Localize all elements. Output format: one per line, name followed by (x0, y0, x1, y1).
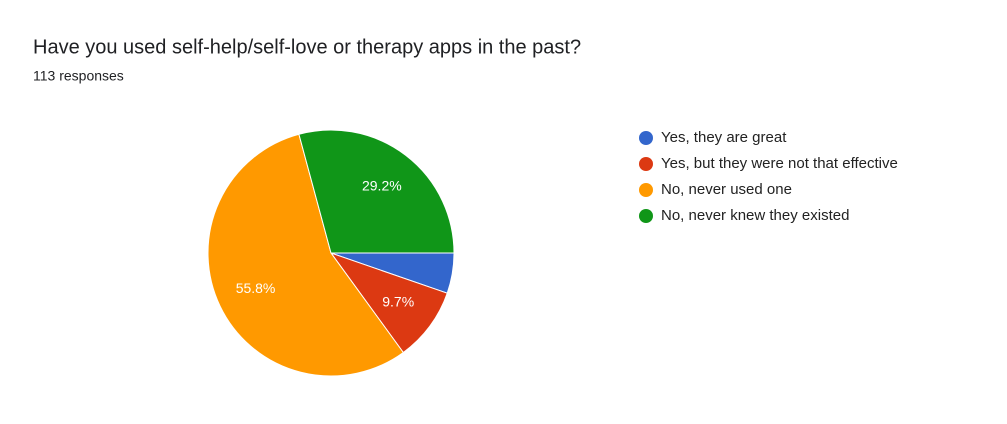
legend-label: Yes, they are great (661, 129, 787, 146)
legend-label: No, never used one (661, 181, 792, 198)
legend-marker (639, 131, 653, 145)
pie-slice (207, 133, 404, 377)
value-label: 9.7% (382, 294, 414, 310)
pie-slice (298, 129, 455, 254)
chart-subtitle: 113 responses (33, 68, 124, 84)
value-label: 55.8% (236, 280, 276, 296)
legend-label: No, never knew they existed (661, 207, 849, 224)
legend-marker (639, 157, 653, 171)
chart-title: Have you used self-help/self-love or the… (33, 36, 581, 58)
value-label: 29.2% (362, 177, 402, 193)
pie-slice (329, 252, 448, 354)
legend-marker (639, 183, 653, 197)
legend-label: Yes, but they were not that effective (661, 155, 898, 172)
legend-marker (639, 209, 653, 223)
